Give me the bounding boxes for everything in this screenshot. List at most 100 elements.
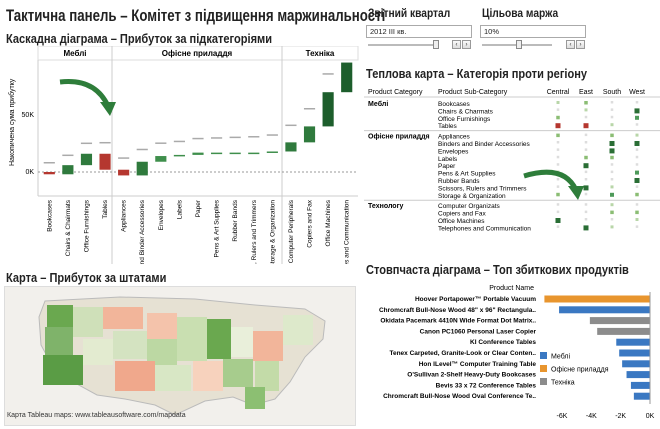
hm-cell[interactable] bbox=[634, 141, 640, 146]
waterfall-bar[interactable] bbox=[136, 161, 148, 176]
hm-cell[interactable] bbox=[556, 133, 560, 138]
hm-cell[interactable] bbox=[610, 192, 614, 197]
loss-bar[interactable] bbox=[619, 349, 650, 357]
hm-cell[interactable] bbox=[635, 170, 639, 175]
loss-bar[interactable] bbox=[630, 381, 650, 389]
waterfall-bar[interactable] bbox=[155, 156, 167, 162]
hm-cell[interactable] bbox=[556, 163, 560, 166]
waterfall-bar[interactable] bbox=[229, 152, 241, 155]
hm-cell[interactable] bbox=[556, 225, 560, 228]
waterfall-bar[interactable] bbox=[99, 153, 111, 170]
hm-cell[interactable] bbox=[556, 178, 560, 181]
hm-cell[interactable] bbox=[610, 210, 614, 215]
hm-cell[interactable] bbox=[610, 185, 614, 189]
hm-cell[interactable] bbox=[610, 123, 614, 127]
hm-cell[interactable] bbox=[583, 163, 589, 169]
hm-cell[interactable] bbox=[635, 155, 639, 159]
waterfall-bar[interactable] bbox=[303, 126, 316, 143]
hm-cell[interactable] bbox=[610, 178, 614, 181]
hm-cell[interactable] bbox=[556, 101, 560, 104]
hm-cell[interactable] bbox=[556, 141, 560, 144]
quarter-slider-track[interactable] bbox=[368, 44, 438, 46]
hm-cell[interactable] bbox=[584, 101, 588, 105]
hm-cell[interactable] bbox=[584, 178, 588, 181]
hm-cell[interactable] bbox=[555, 123, 561, 129]
hm-cell[interactable] bbox=[610, 155, 614, 160]
hm-cell[interactable] bbox=[584, 133, 588, 137]
hm-cell[interactable] bbox=[635, 163, 639, 166]
us-map[interactable]: Карта Tableau maps: www.tableausoftware.… bbox=[4, 286, 356, 426]
waterfall-bar[interactable] bbox=[266, 151, 278, 153]
waterfall-bar[interactable] bbox=[43, 172, 55, 175]
hm-cell[interactable] bbox=[583, 123, 589, 129]
margin-slider-thumb[interactable] bbox=[516, 40, 522, 49]
loss-bar[interactable] bbox=[633, 392, 650, 400]
hm-cell[interactable] bbox=[609, 141, 615, 146]
hm-cell[interactable] bbox=[635, 185, 639, 188]
loss-bar[interactable] bbox=[589, 317, 650, 325]
hm-cell[interactable] bbox=[584, 148, 588, 151]
hm-cell[interactable] bbox=[635, 225, 639, 228]
hm-cell[interactable] bbox=[634, 178, 640, 183]
waterfall-bar[interactable] bbox=[248, 152, 260, 155]
hm-cell[interactable] bbox=[610, 218, 614, 221]
loss-bar[interactable] bbox=[622, 360, 650, 368]
quarter-next-button[interactable]: › bbox=[462, 40, 471, 49]
hm-cell[interactable] bbox=[635, 203, 639, 206]
hm-cell[interactable] bbox=[609, 148, 615, 154]
waterfall-bar[interactable] bbox=[322, 92, 334, 127]
hm-cell[interactable] bbox=[635, 210, 639, 215]
hm-cell[interactable] bbox=[610, 108, 614, 111]
hm-cell[interactable] bbox=[610, 170, 614, 174]
hm-cell[interactable] bbox=[610, 163, 614, 166]
hm-cell[interactable] bbox=[555, 218, 561, 223]
hm-cell[interactable] bbox=[584, 170, 588, 174]
hm-cell[interactable] bbox=[610, 133, 614, 138]
waterfall-bar[interactable] bbox=[285, 142, 297, 152]
hm-cell[interactable] bbox=[610, 203, 614, 207]
waterfall-bar[interactable] bbox=[192, 152, 204, 155]
hm-cell[interactable] bbox=[610, 101, 614, 104]
hm-cell[interactable] bbox=[556, 155, 560, 159]
waterfall-bar[interactable] bbox=[341, 62, 353, 93]
hm-cell[interactable] bbox=[610, 225, 614, 229]
hm-cell[interactable] bbox=[635, 123, 639, 126]
hm-cell[interactable] bbox=[635, 115, 639, 120]
hm-cell[interactable] bbox=[583, 185, 589, 191]
hm-cell[interactable] bbox=[556, 192, 560, 197]
hm-cell[interactable] bbox=[556, 108, 560, 111]
hm-cell[interactable] bbox=[635, 133, 639, 137]
hm-cell[interactable] bbox=[635, 101, 639, 104]
hm-cell[interactable] bbox=[634, 108, 640, 114]
waterfall-bar[interactable] bbox=[62, 165, 74, 175]
hm-cell[interactable] bbox=[584, 218, 588, 221]
loss-bar[interactable] bbox=[597, 327, 650, 335]
hm-cell[interactable] bbox=[584, 155, 588, 160]
hm-cell[interactable] bbox=[635, 218, 639, 221]
hm-cell[interactable] bbox=[583, 225, 589, 231]
hm-cell[interactable] bbox=[556, 203, 560, 206]
hm-cell[interactable] bbox=[556, 185, 560, 188]
quarter-slider-thumb[interactable] bbox=[433, 40, 439, 49]
loss-bar[interactable] bbox=[559, 306, 650, 314]
hm-cell[interactable] bbox=[584, 210, 588, 214]
hm-cell[interactable] bbox=[556, 210, 560, 214]
margin-select[interactable]: 10% bbox=[480, 25, 586, 38]
margin-prev-button[interactable]: ‹ bbox=[566, 40, 575, 49]
margin-next-button[interactable]: › bbox=[576, 40, 585, 49]
hm-cell[interactable] bbox=[635, 192, 639, 197]
loss-bar[interactable] bbox=[616, 338, 650, 346]
waterfall-bar[interactable] bbox=[80, 153, 93, 166]
quarter-prev-button[interactable]: ‹ bbox=[452, 40, 461, 49]
waterfall-bar[interactable] bbox=[173, 154, 185, 157]
hm-cell[interactable] bbox=[584, 115, 588, 119]
hm-cell[interactable] bbox=[584, 108, 588, 112]
hm-cell[interactable] bbox=[584, 203, 588, 206]
loss-bar[interactable] bbox=[544, 295, 650, 303]
hm-cell[interactable] bbox=[556, 148, 560, 151]
quarter-select[interactable]: 2012 III кв. bbox=[366, 25, 472, 38]
waterfall-bar[interactable] bbox=[211, 152, 223, 155]
hm-cell[interactable] bbox=[584, 192, 588, 196]
hm-cell[interactable] bbox=[584, 141, 588, 144]
waterfall-bar[interactable] bbox=[118, 169, 130, 176]
